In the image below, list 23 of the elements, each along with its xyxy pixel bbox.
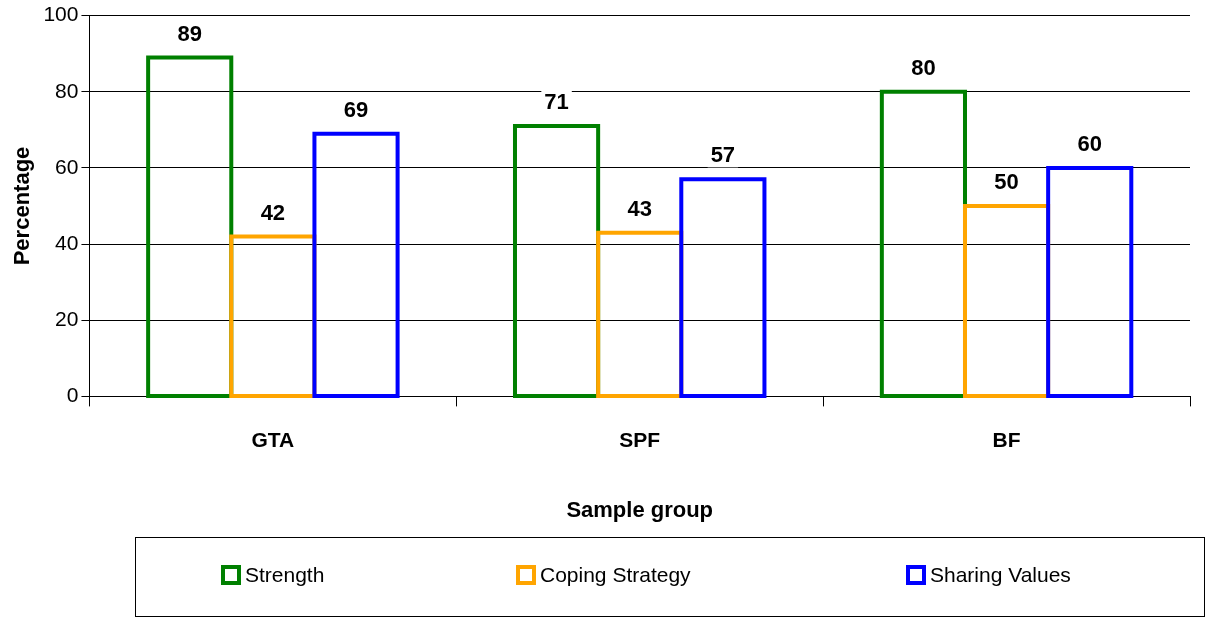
y-tick-label: 0 bbox=[66, 383, 79, 407]
legend-label: Strength bbox=[245, 563, 325, 587]
data-label: 42 bbox=[260, 199, 286, 225]
data-label: 80 bbox=[911, 54, 936, 80]
y-tick-label: 80 bbox=[55, 78, 79, 102]
data-label: 71 bbox=[544, 89, 569, 115]
x-tick-label: BF bbox=[992, 427, 1021, 451]
data-label: 50 bbox=[994, 169, 1019, 195]
data-label: 43 bbox=[627, 195, 652, 221]
data-label: 60 bbox=[1077, 130, 1102, 156]
legend-label: Coping Strategy bbox=[540, 563, 691, 587]
x-tick-label: GTA bbox=[251, 427, 295, 451]
y-tick-label: 40 bbox=[55, 230, 79, 254]
data-label: 57 bbox=[710, 142, 736, 168]
y-axis-title: Percentage bbox=[9, 146, 35, 266]
y-tick-label: 20 bbox=[55, 307, 79, 331]
y-tick-label: 100 bbox=[43, 2, 79, 26]
legend-label: Sharing Values bbox=[930, 563, 1071, 587]
y-tick-label: 60 bbox=[55, 154, 79, 178]
x-axis-title: Sample group bbox=[566, 496, 714, 522]
x-tick-label: SPF bbox=[619, 427, 661, 451]
data-label: 89 bbox=[177, 20, 202, 46]
data-label: 69 bbox=[343, 96, 369, 122]
